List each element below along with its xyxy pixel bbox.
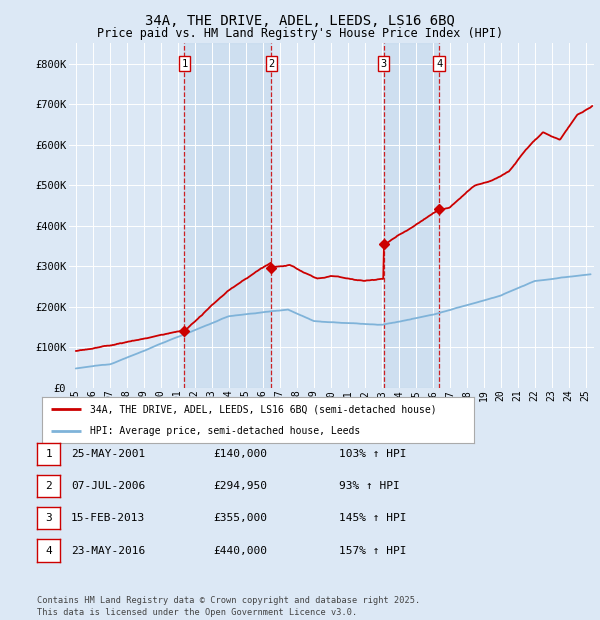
Text: 103% ↑ HPI: 103% ↑ HPI	[339, 449, 407, 459]
Text: 34A, THE DRIVE, ADEL, LEEDS, LS16 6BQ (semi-detached house): 34A, THE DRIVE, ADEL, LEEDS, LS16 6BQ (s…	[89, 404, 436, 414]
Text: 23-MAY-2016: 23-MAY-2016	[71, 546, 145, 556]
Text: Price paid vs. HM Land Registry's House Price Index (HPI): Price paid vs. HM Land Registry's House …	[97, 27, 503, 40]
Text: HPI: Average price, semi-detached house, Leeds: HPI: Average price, semi-detached house,…	[89, 426, 360, 436]
Bar	[184, 43, 271, 388]
Text: £140,000: £140,000	[213, 449, 267, 459]
Text: 2: 2	[45, 481, 52, 491]
Text: 3: 3	[45, 513, 52, 523]
Text: 3: 3	[380, 59, 387, 69]
Text: £440,000: £440,000	[213, 546, 267, 556]
Text: 93% ↑ HPI: 93% ↑ HPI	[339, 481, 400, 491]
Text: Contains HM Land Registry data © Crown copyright and database right 2025.
This d: Contains HM Land Registry data © Crown c…	[37, 596, 421, 617]
Bar	[383, 43, 439, 388]
Text: 25-MAY-2001: 25-MAY-2001	[71, 449, 145, 459]
Text: 145% ↑ HPI: 145% ↑ HPI	[339, 513, 407, 523]
Text: 1: 1	[181, 59, 187, 69]
Text: 4: 4	[436, 59, 442, 69]
Text: 2: 2	[268, 59, 274, 69]
Text: 34A, THE DRIVE, ADEL, LEEDS, LS16 6BQ: 34A, THE DRIVE, ADEL, LEEDS, LS16 6BQ	[145, 14, 455, 28]
Text: 4: 4	[45, 546, 52, 556]
Text: £294,950: £294,950	[213, 481, 267, 491]
Text: 15-FEB-2013: 15-FEB-2013	[71, 513, 145, 523]
Text: 1: 1	[45, 449, 52, 459]
Text: 07-JUL-2006: 07-JUL-2006	[71, 481, 145, 491]
Text: 157% ↑ HPI: 157% ↑ HPI	[339, 546, 407, 556]
Text: £355,000: £355,000	[213, 513, 267, 523]
